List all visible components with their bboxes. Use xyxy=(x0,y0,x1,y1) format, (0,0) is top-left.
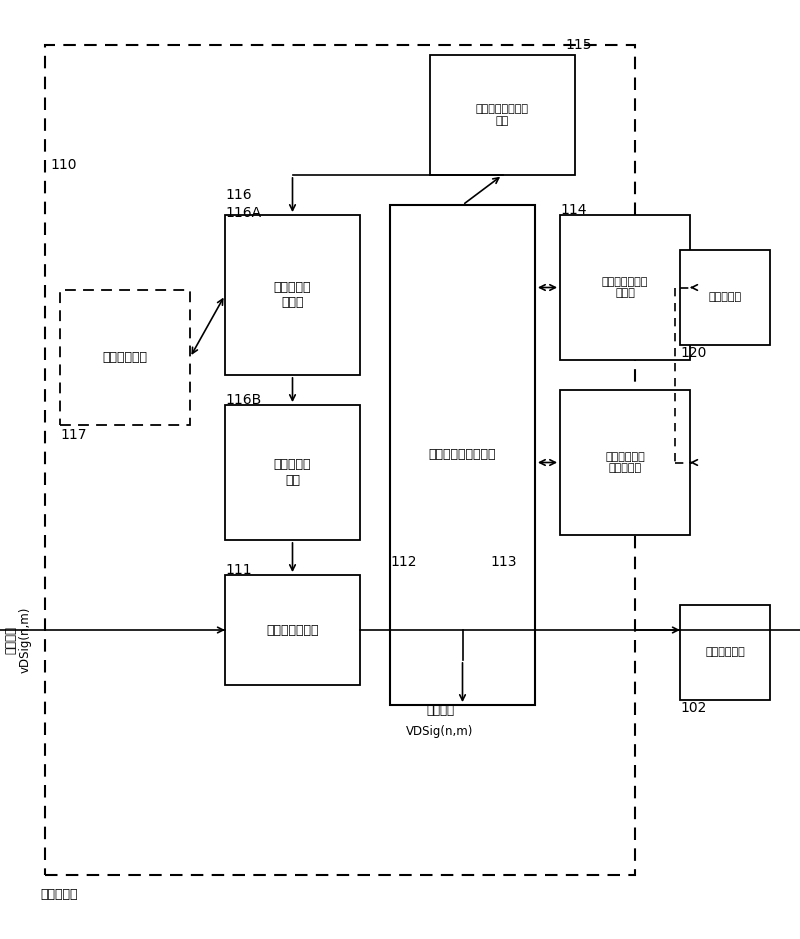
Bar xyxy=(45,45,635,875)
Text: （示例１）: （示例１） xyxy=(40,888,78,901)
Text: 温度加速度因子
存全器: 温度加速度因子 存全器 xyxy=(602,277,648,299)
Text: 输入信号
vDSig(n,m): 输入信号 vDSig(n,m) xyxy=(4,607,32,673)
Text: 120: 120 xyxy=(680,346,706,360)
Text: 112: 112 xyxy=(390,555,417,569)
Bar xyxy=(560,390,690,535)
Bar xyxy=(60,290,190,425)
Text: 111: 111 xyxy=(225,563,252,577)
Text: 113: 113 xyxy=(490,555,517,569)
Bar xyxy=(390,205,535,705)
Bar xyxy=(225,215,360,375)
Text: 温度传感器: 温度传感器 xyxy=(709,293,742,302)
Text: 116B: 116B xyxy=(225,393,262,407)
Text: 110: 110 xyxy=(50,158,77,172)
Bar xyxy=(680,605,770,700)
Bar xyxy=(225,575,360,685)
Text: 操作时间转换
因子存全器: 操作时间转换 因子存全器 xyxy=(605,452,645,473)
Text: 视频信号生成器: 视频信号生成器 xyxy=(266,623,318,637)
Text: 114: 114 xyxy=(560,203,586,217)
Bar xyxy=(225,405,360,540)
Text: 信号输出电路: 信号输出电路 xyxy=(705,648,745,657)
Text: 累积基准操作时间
存器: 累积基准操作时间 存器 xyxy=(476,104,529,126)
Text: 灰度校正値
存器: 灰度校正値 存器 xyxy=(274,458,311,486)
Text: 117: 117 xyxy=(60,428,86,442)
Text: 视频信号: 视频信号 xyxy=(426,703,454,716)
Text: 基准曲线存器: 基准曲线存器 xyxy=(102,351,147,364)
Text: 102: 102 xyxy=(680,701,706,715)
Text: 基准操作时间计算器: 基准操作时间计算器 xyxy=(429,449,496,461)
Bar xyxy=(560,215,690,360)
Bar xyxy=(680,250,770,345)
Text: 灰度校正値
计算器: 灰度校正値 计算器 xyxy=(274,281,311,309)
Text: 116: 116 xyxy=(225,188,252,202)
Bar xyxy=(430,55,575,175)
Text: 115: 115 xyxy=(565,38,591,52)
Text: VDSig(n,m): VDSig(n,m) xyxy=(406,726,474,738)
Text: 116A: 116A xyxy=(225,206,261,220)
